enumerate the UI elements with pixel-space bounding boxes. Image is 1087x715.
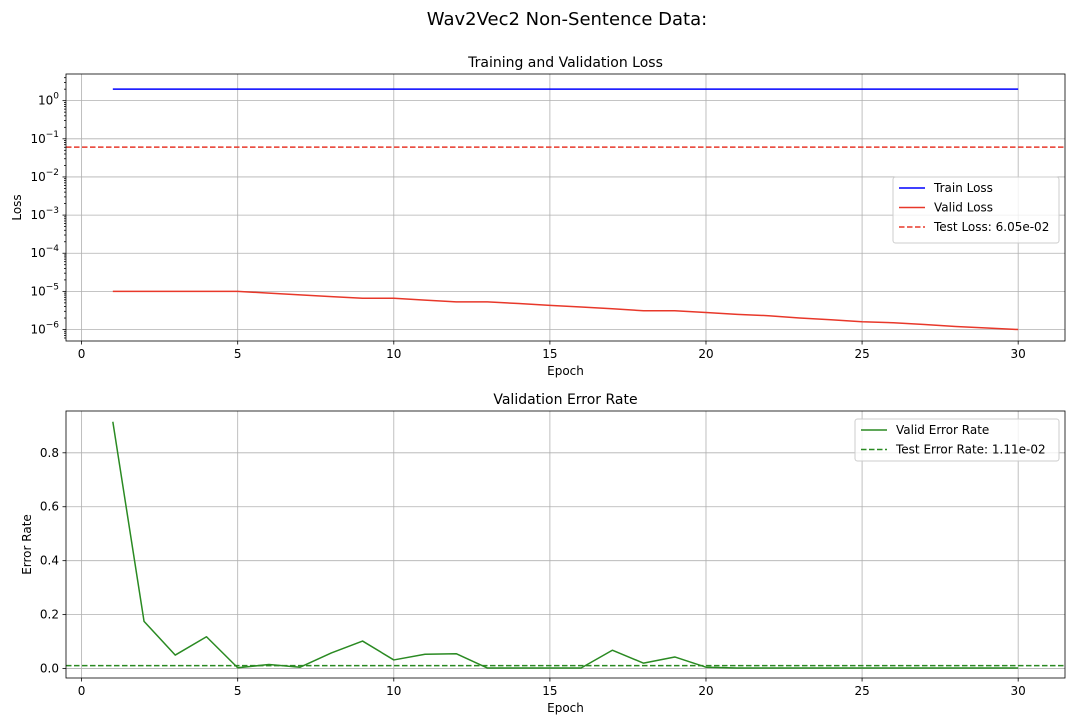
legend-label-valid-error-rate: Valid Error Rate [896, 423, 989, 437]
x-tick-label: 10 [386, 347, 401, 361]
series-line-valid-error-rate [112, 421, 1019, 669]
x-tick-label: 30 [1011, 347, 1026, 361]
x-tick-label: 15 [542, 347, 557, 361]
legend-label-train-loss: Train Loss [933, 181, 993, 195]
y-tick-label: 10−6 [30, 321, 59, 337]
legend-frame [892, 176, 1060, 244]
x-tick-label: 10 [386, 684, 401, 698]
series-line-valid-loss [112, 290, 1019, 331]
x-axis-label: Epoch [547, 364, 584, 378]
y-tick-label: 0.4 [40, 554, 59, 568]
loss-axes: 0 5 10 15 20 25 30 100 10−1 10−2 10−3 10−4 10−5 10−6 T… [10, 55, 1066, 378]
x-tick-label: 20 [698, 684, 713, 698]
legend: Train Loss Valid Loss Test Loss: 6.05e-02 [892, 176, 1060, 244]
axes-title: Validation Error Rate [493, 392, 637, 408]
x-tick-label: 25 [854, 347, 869, 361]
y-tick-label: 100 [38, 92, 59, 108]
x-tick-label: 20 [698, 347, 713, 361]
x-tick-label: 15 [542, 684, 557, 698]
legend-frame [854, 418, 1060, 462]
legend-label-test-error-rate-1-11e-02: Test Error Rate: 1.11e-02 [895, 443, 1046, 457]
x-axis-label: Epoch [547, 701, 584, 715]
y-tick-label: 0.6 [40, 500, 59, 514]
y-tick-label: 0.0 [40, 662, 59, 676]
error-rate-axes: 0 5 10 15 20 25 30 0.0 0.2 0.4 0.6 0.8 Validation Er… [20, 392, 1066, 715]
y-axis-label: Loss [10, 194, 24, 220]
y-tick-label: 0.8 [40, 446, 59, 460]
legend-label-valid-loss: Valid Loss [934, 201, 993, 215]
x-tick-label: 30 [1011, 684, 1026, 698]
figure-suptitle: Wav2Vec2 Non-Sentence Data: [427, 9, 707, 30]
x-tick-label: 0 [78, 347, 86, 361]
y-tick-label: 10−3 [30, 206, 59, 222]
legend-label-test-loss-6-05e-02: Test Loss: 6.05e-02 [933, 220, 1049, 234]
legend: Valid Error Rate Test Error Rate: 1.11e-0… [854, 418, 1060, 462]
axes-title: Training and Validation Loss [467, 55, 663, 71]
x-tick-label: 25 [854, 684, 869, 698]
axes-frame [65, 410, 1066, 679]
y-axis-label: Error Rate [20, 514, 34, 575]
y-tick-label: 10−2 [30, 168, 59, 184]
x-tick-label: 5 [234, 347, 242, 361]
y-tick-label: 10−1 [30, 130, 59, 146]
axes-frame [65, 73, 1066, 342]
x-tick-label: 0 [78, 684, 86, 698]
y-tick-label: 10−5 [30, 282, 59, 298]
y-tick-label: 0.2 [40, 608, 59, 622]
y-tick-label: 10−4 [30, 244, 59, 260]
x-tick-label: 5 [234, 684, 242, 698]
